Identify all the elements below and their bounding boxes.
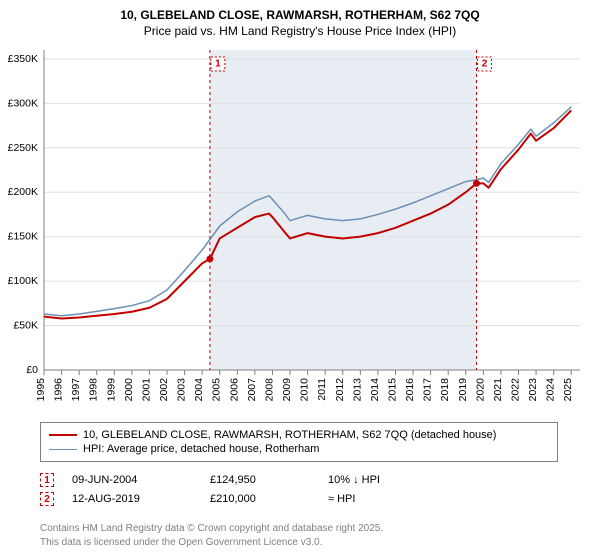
- svg-text:2025: 2025: [562, 378, 574, 402]
- svg-text:2024: 2024: [545, 378, 557, 402]
- svg-text:2022: 2022: [509, 378, 521, 402]
- svg-text:1997: 1997: [70, 378, 82, 402]
- svg-text:£0: £0: [26, 364, 38, 376]
- svg-text:2005: 2005: [211, 378, 223, 402]
- svg-text:2013: 2013: [351, 378, 363, 402]
- svg-text:2007: 2007: [246, 378, 258, 402]
- attribution-line-2: This data is licensed under the Open Gov…: [40, 536, 383, 550]
- svg-text:2023: 2023: [527, 378, 539, 402]
- legend-swatch: [49, 434, 77, 436]
- svg-text:2: 2: [482, 59, 488, 70]
- sale-date: 12-AUG-2019: [72, 493, 192, 505]
- sale-vs-hpi: ≈ HPI: [328, 493, 418, 505]
- svg-text:2002: 2002: [158, 378, 170, 402]
- svg-text:2006: 2006: [228, 378, 240, 402]
- svg-text:£150K: £150K: [8, 231, 38, 243]
- svg-text:1998: 1998: [88, 378, 100, 402]
- svg-text:£250K: £250K: [8, 142, 38, 154]
- legend-label: HPI: Average price, detached house, Roth…: [83, 443, 319, 455]
- svg-text:£350K: £350K: [8, 53, 38, 65]
- sale-date: 09-JUN-2004: [72, 474, 192, 486]
- sale-row: 2 12-AUG-2019 £210,000 ≈ HPI: [40, 492, 558, 506]
- legend-box: 10, GLEBELAND CLOSE, RAWMARSH, ROTHERHAM…: [40, 422, 558, 462]
- sale-price: £124,950: [210, 474, 310, 486]
- title-line-1: 10, GLEBELAND CLOSE, RAWMARSH, ROTHERHAM…: [10, 8, 590, 22]
- legend-item: HPI: Average price, detached house, Roth…: [49, 443, 549, 455]
- svg-text:2011: 2011: [316, 378, 328, 401]
- svg-text:2012: 2012: [334, 378, 346, 402]
- sale-price: £210,000: [210, 493, 310, 505]
- svg-text:£50K: £50K: [13, 320, 38, 332]
- svg-text:2014: 2014: [369, 378, 381, 402]
- legend-swatch: [49, 449, 77, 450]
- svg-text:2019: 2019: [457, 378, 469, 402]
- chart-title-block: 10, GLEBELAND CLOSE, RAWMARSH, ROTHERHAM…: [0, 0, 600, 40]
- svg-text:1996: 1996: [53, 378, 65, 402]
- svg-text:1999: 1999: [105, 378, 117, 402]
- sale-marker: 1: [40, 473, 54, 487]
- attribution-line-1: Contains HM Land Registry data © Crown c…: [40, 522, 383, 536]
- svg-text:2016: 2016: [404, 378, 416, 402]
- svg-text:2020: 2020: [474, 378, 486, 402]
- svg-text:£100K: £100K: [8, 275, 38, 287]
- sale-row: 1 09-JUN-2004 £124,950 10% ↓ HPI: [40, 473, 558, 487]
- svg-text:2021: 2021: [492, 378, 504, 402]
- svg-text:2009: 2009: [281, 378, 293, 402]
- chart-svg: £0 £50K £100K £150K £200K £250K £300K £350K 1995…: [0, 44, 600, 414]
- legend-label: 10, GLEBELAND CLOSE, RAWMARSH, ROTHERHAM…: [83, 429, 496, 441]
- chart-area: £0 £50K £100K £150K £200K £250K £300K £350K 1995…: [0, 44, 600, 414]
- svg-text:2015: 2015: [386, 378, 398, 402]
- svg-text:1995: 1995: [35, 378, 47, 402]
- svg-text:£200K: £200K: [8, 186, 38, 198]
- svg-text:2017: 2017: [422, 378, 434, 402]
- svg-text:£300K: £300K: [8, 97, 38, 109]
- svg-text:2018: 2018: [439, 378, 451, 402]
- legend-item: 10, GLEBELAND CLOSE, RAWMARSH, ROTHERHAM…: [49, 429, 549, 441]
- svg-text:2000: 2000: [123, 378, 135, 402]
- attribution-text: Contains HM Land Registry data © Crown c…: [40, 522, 383, 549]
- svg-text:2010: 2010: [299, 378, 311, 402]
- sales-table: 1 09-JUN-2004 £124,950 10% ↓ HPI 2 12-AUG-201…: [40, 468, 558, 511]
- title-line-2: Price paid vs. HM Land Registry's House …: [10, 24, 590, 38]
- svg-text:1: 1: [215, 59, 221, 70]
- svg-text:2003: 2003: [176, 378, 188, 402]
- sale-marker: 2: [40, 492, 54, 506]
- svg-text:2001: 2001: [140, 378, 152, 402]
- sale-vs-hpi: 10% ↓ HPI: [328, 474, 418, 486]
- svg-text:2008: 2008: [263, 378, 275, 402]
- svg-text:2004: 2004: [193, 378, 205, 402]
